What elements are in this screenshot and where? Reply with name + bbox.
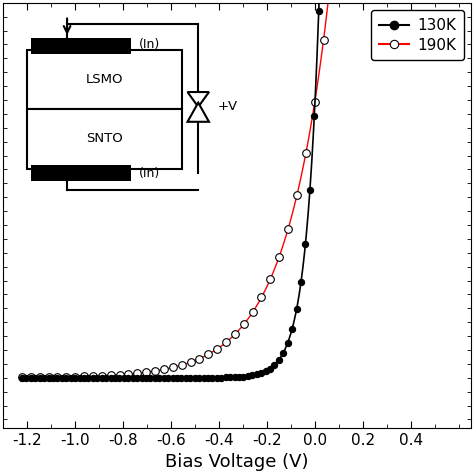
X-axis label: Bias Voltage (V): Bias Voltage (V) bbox=[165, 453, 309, 471]
Legend: 130K, 190K: 130K, 190K bbox=[371, 10, 464, 60]
